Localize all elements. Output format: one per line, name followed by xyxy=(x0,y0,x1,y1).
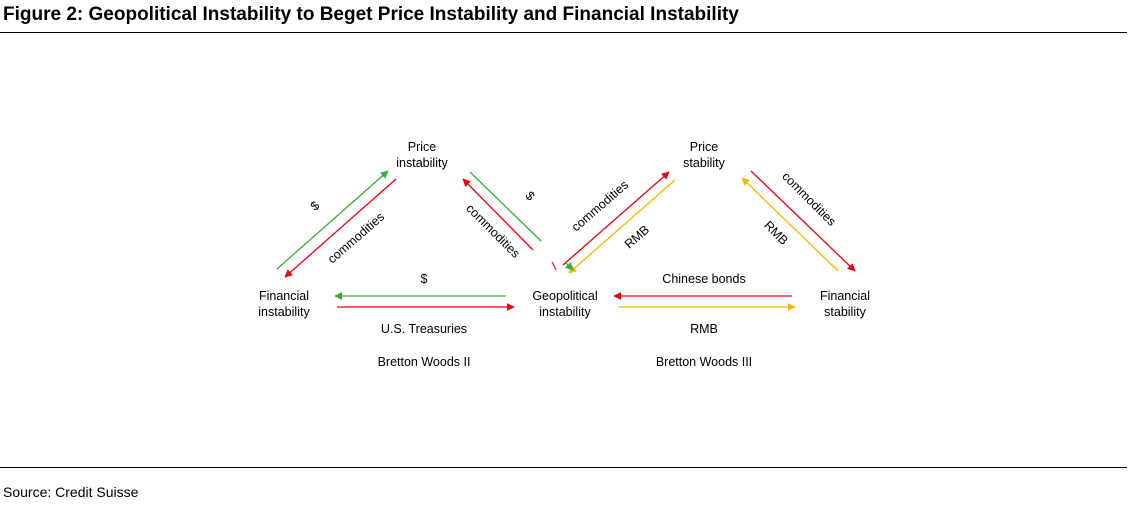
arrow-fin-to-price-green xyxy=(276,170,389,270)
label-dollar-left-right-edge: $ xyxy=(523,189,538,204)
arrow-geo-to-price-red-right xyxy=(562,171,670,266)
label-bretton-woods-iii: Bretton Woods III xyxy=(656,355,752,369)
label-dollar-bottom: $ xyxy=(421,272,428,286)
label-rmb-bottom: RMB xyxy=(690,322,718,336)
node-geopolitical-instability-line2: instability xyxy=(539,305,591,319)
node-financial-stability-line1: Financial xyxy=(820,289,870,303)
arrow-price-to-geo-yellow xyxy=(568,179,676,274)
source-rule xyxy=(0,467,1127,468)
label-commodities-right-right-edge: commodities xyxy=(779,169,839,229)
node-financial-stability-line2: stability xyxy=(824,305,866,319)
title-rule xyxy=(0,32,1127,33)
node-price-instability-line2: instability xyxy=(396,156,448,170)
arrow-price-to-fin-red xyxy=(284,178,397,278)
figure-title: Figure 2: Geopolitical Instability to Be… xyxy=(3,4,739,25)
arrow-geo-red-stub xyxy=(551,261,557,271)
label-rmb-right-right-edge: RMB xyxy=(761,218,791,248)
node-price-stability-line1: Price xyxy=(690,140,719,154)
arrow-geo-to-price-green xyxy=(469,171,542,242)
node-price-stability-line2: stability xyxy=(683,156,725,170)
label-dollar-left: $ xyxy=(308,198,322,213)
label-rmb-right-left-edge: RMB xyxy=(622,223,652,252)
node-price-instability-line1: Price xyxy=(408,140,437,154)
arrow-fin-to-price-yellow xyxy=(741,177,839,272)
source-note: Source: Credit Suisse xyxy=(3,484,139,500)
arrow-price-to-fin-red-right xyxy=(750,170,856,272)
node-geopolitical-instability-line1: Geopolitical xyxy=(532,289,597,303)
label-chinese-bonds: Chinese bonds xyxy=(662,272,745,286)
label-bretton-woods-ii: Bretton Woods II xyxy=(378,355,471,369)
label-us-treasuries: U.S. Treasuries xyxy=(381,322,467,336)
node-financial-instability-line1: Financial xyxy=(259,289,309,303)
arrow-geo-to-price-red xyxy=(462,178,534,251)
arrow-geo-green-stub xyxy=(564,261,574,271)
label-commodities-right-left-edge: commodities xyxy=(569,178,631,235)
node-financial-instability-line2: instability xyxy=(258,305,310,319)
